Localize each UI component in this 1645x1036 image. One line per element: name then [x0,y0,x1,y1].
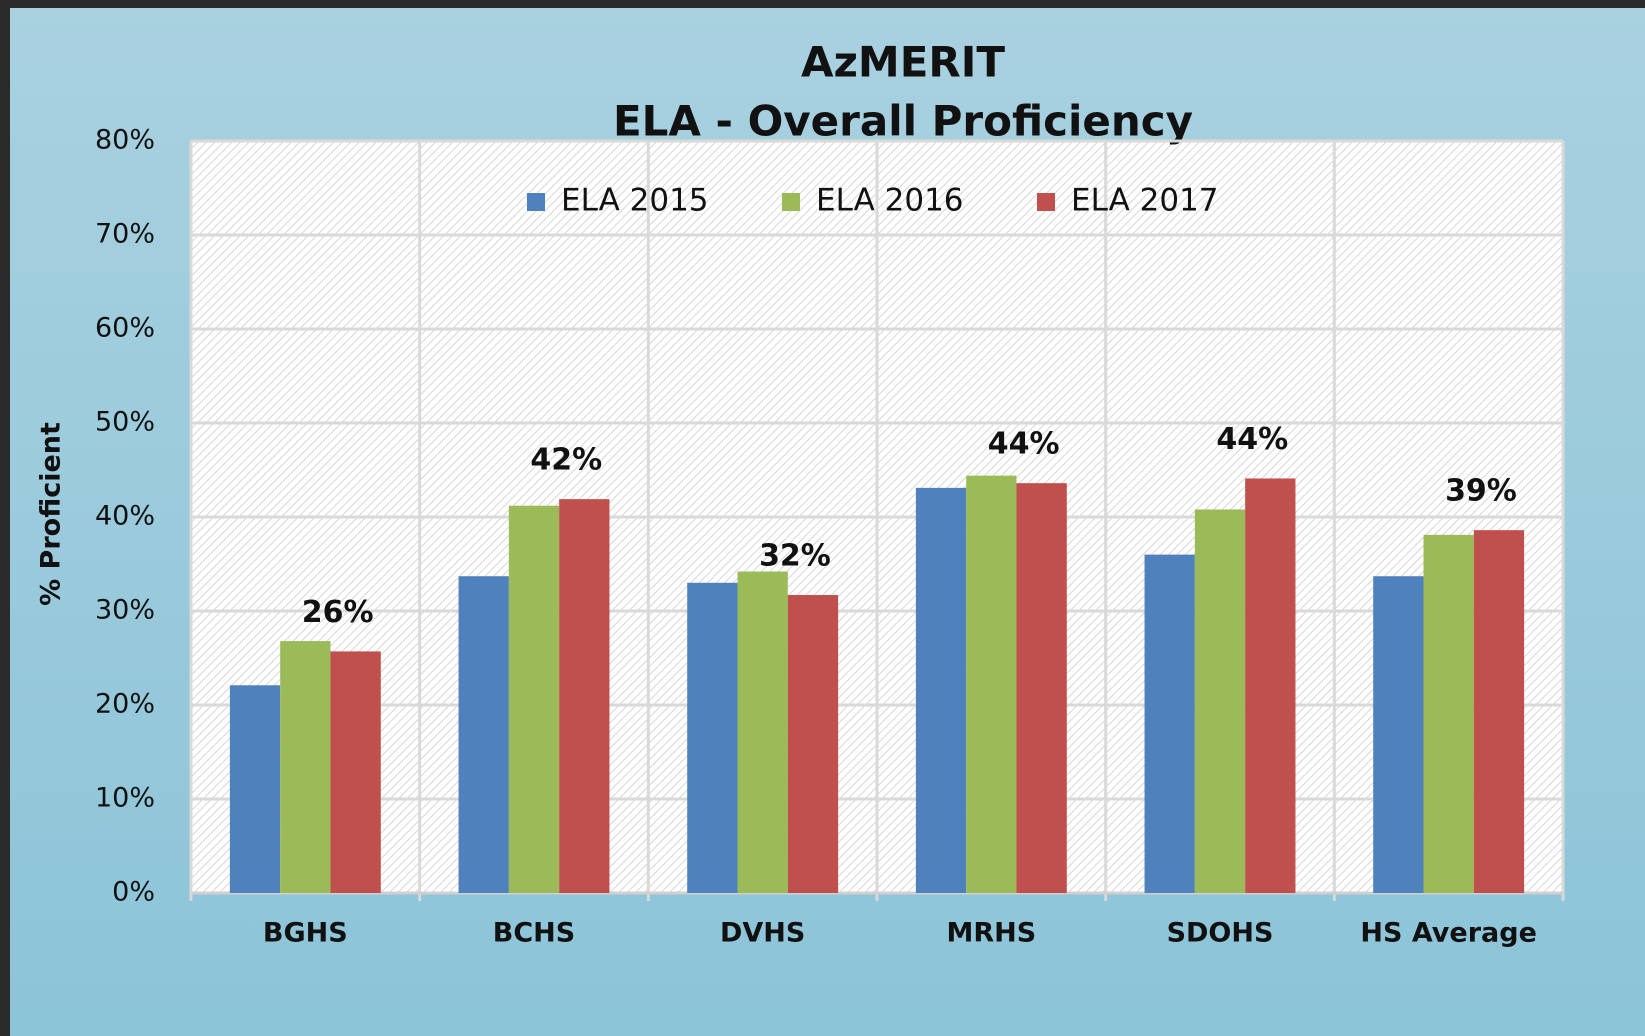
legend-label: ELA 2017 [1071,183,1219,219]
y-tick-label: 60% [95,313,155,344]
legend-label: ELA 2016 [816,183,964,219]
y-tick-label: 70% [95,219,155,250]
x-tick-label: SDOHS [1167,918,1274,949]
bar [229,685,281,893]
data-label: 42% [530,443,602,478]
bar [1473,530,1525,893]
x-tick-label: BGHS [263,918,348,949]
y-tick-label: 10% [95,783,155,814]
y-tick-label: 50% [95,407,155,438]
x-tick-label: HS Average [1360,918,1536,949]
bar [687,582,738,893]
y-tick-label: 40% [95,501,155,532]
bar [1423,534,1474,893]
bar [280,641,331,893]
chart-subtitle: ELA - Overall Proficiency [613,97,1193,146]
bar [559,499,610,893]
bar [1373,576,1424,893]
data-label: 44% [1216,422,1288,457]
y-axis-label: % Proficient [36,422,67,606]
bar [1245,478,1296,893]
bar [330,651,381,893]
legend-swatch [782,193,800,211]
bar [737,571,788,893]
legend-swatch [527,193,545,211]
data-label: 26% [302,595,374,630]
y-tick-label: 20% [95,689,155,720]
data-label: 39% [1445,474,1517,509]
bar [508,505,560,893]
y-tick-label: 0% [112,877,155,908]
y-tick-label: 30% [95,595,155,626]
bar [787,595,839,893]
x-tick-label: DVHS [720,918,805,949]
data-label: 32% [759,539,831,574]
y-tick-label: 80% [95,125,155,156]
legend-label: ELA 2015 [561,183,709,219]
bar [1016,483,1067,893]
bar [1194,509,1246,893]
x-tick-label: MRHS [946,918,1036,949]
bar [458,576,509,893]
x-tick-label: BCHS [493,918,575,949]
legend-swatch [1037,193,1055,211]
chart-title: AzMERIT [801,38,1005,87]
bar [915,487,967,893]
data-label: 44% [988,427,1060,462]
bar [966,475,1017,893]
bar [1144,554,1195,893]
